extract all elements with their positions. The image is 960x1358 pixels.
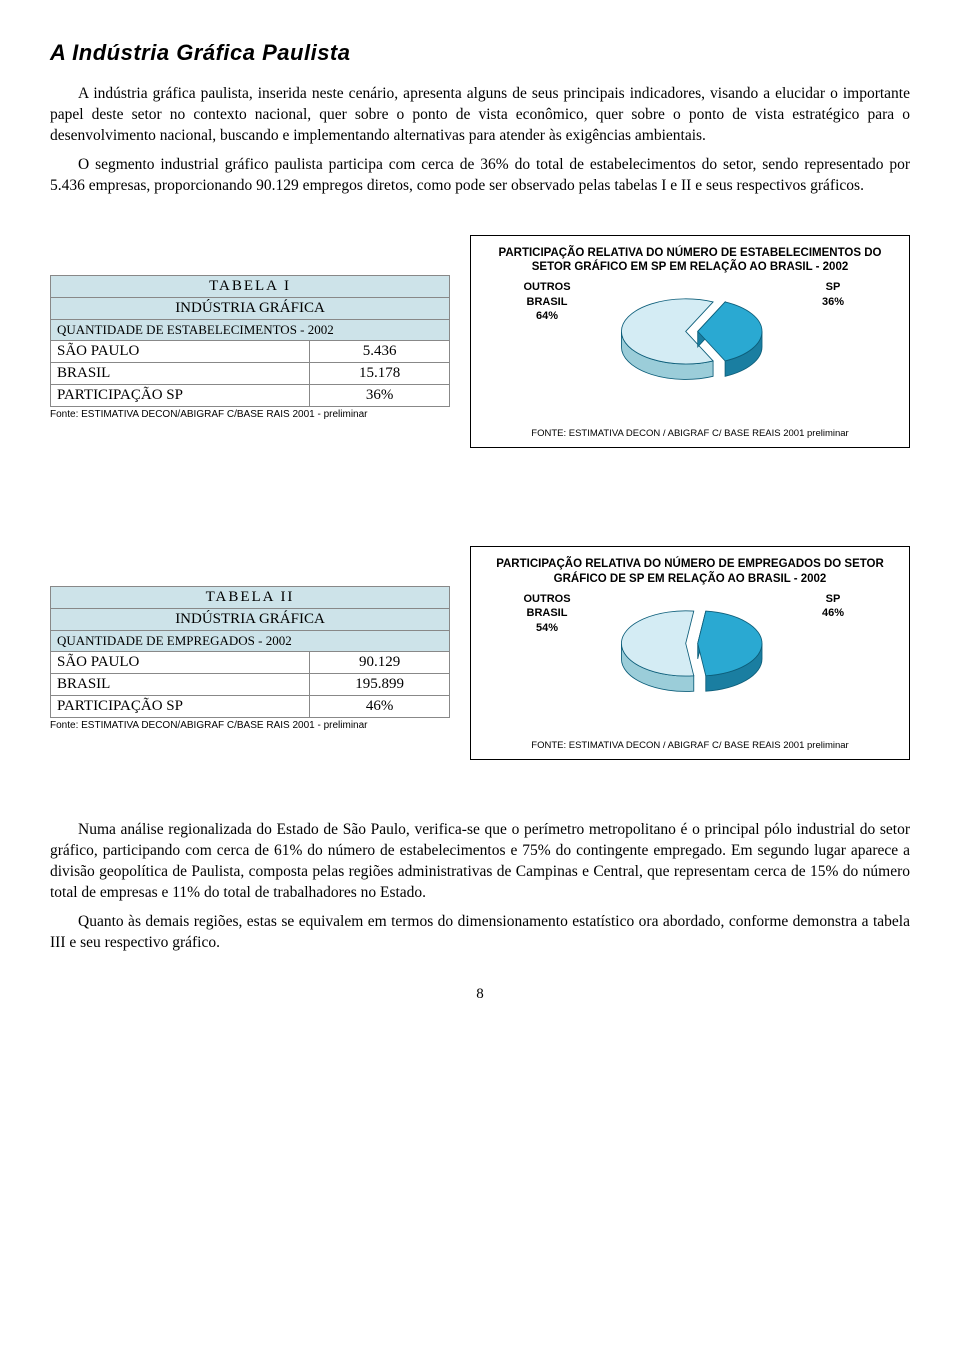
tabela2-row-label: SÃO PAULO bbox=[51, 652, 310, 674]
chart1-right-label: SP 36% bbox=[798, 280, 868, 309]
chart1-fonte: FONTE: ESTIMATIVA DECON / ABIGRAF C/ BAS… bbox=[485, 428, 895, 439]
pie-chart-icon bbox=[600, 280, 780, 400]
chart2-right-text: SP bbox=[826, 593, 841, 605]
chart1-left-text: OUTROS BRASIL bbox=[523, 281, 570, 307]
page-title: A Indústria Gráfica Paulista bbox=[50, 40, 910, 66]
tabela1-row-label: PARTICIPAÇÃO SP bbox=[51, 384, 310, 406]
chart2-fonte: FONTE: ESTIMATIVA DECON / ABIGRAF C/ BAS… bbox=[485, 740, 895, 751]
tabela2-fonte: Fonte: ESTIMATIVA DECON/ABIGRAF C/BASE R… bbox=[50, 720, 450, 731]
tabela2-row-label: PARTICIPAÇÃO SP bbox=[51, 696, 310, 718]
tabela1-name: TABELA I bbox=[51, 275, 450, 297]
tabela2-desc: QUANTIDADE DE EMPREGADOS - 2002 bbox=[51, 631, 450, 652]
chart2-title: PARTICIPAÇÃO RELATIVA DO NÚMERO DE EMPRE… bbox=[485, 557, 895, 586]
paragraph-1: A indústria gráfica paulista, inserida n… bbox=[50, 84, 910, 147]
chart1-pie bbox=[600, 280, 780, 400]
tabela1-row-label: SÃO PAULO bbox=[51, 340, 310, 362]
tabela2-row-value: 90.129 bbox=[310, 652, 450, 674]
chart2-left-text: OUTROS BRASIL bbox=[523, 593, 570, 619]
paragraph-3: Numa análise regionalizada do Estado de … bbox=[50, 820, 910, 904]
tabela1-row-label: BRASIL bbox=[51, 362, 310, 384]
tabela1-desc: QUANTIDADE DE ESTABELECIMENTOS - 2002 bbox=[51, 319, 450, 340]
chart2-right-pct: 46% bbox=[822, 607, 844, 619]
chart1-right-text: SP bbox=[826, 281, 841, 293]
tabela1-row-value: 36% bbox=[310, 384, 450, 406]
tabela2: TABELA II INDÚSTRIA GRÁFICA QUANTIDADE D… bbox=[50, 586, 450, 718]
chart2-pie bbox=[600, 592, 780, 712]
chart2-right-label: SP 46% bbox=[798, 592, 868, 621]
tabela1-row-value: 15.178 bbox=[310, 362, 450, 384]
chart1-left-label: OUTROS BRASIL 64% bbox=[512, 280, 582, 323]
tabela1-row-value: 5.436 bbox=[310, 340, 450, 362]
chart2-left-pct: 54% bbox=[536, 622, 558, 634]
tabela2-row-value: 195.899 bbox=[310, 674, 450, 696]
chart1-left-pct: 64% bbox=[536, 310, 558, 322]
tabela2-name: TABELA II bbox=[51, 587, 450, 609]
tabela2-row-label: BRASIL bbox=[51, 674, 310, 696]
chart2-left-label: OUTROS BRASIL 54% bbox=[512, 592, 582, 635]
tabela1-subtitle: INDÚSTRIA GRÁFICA bbox=[51, 297, 450, 319]
tabela1: TABELA I INDÚSTRIA GRÁFICA QUANTIDADE DE… bbox=[50, 275, 450, 407]
tabela2-subtitle: INDÚSTRIA GRÁFICA bbox=[51, 609, 450, 631]
chart1-box: PARTICIPAÇÃO RELATIVA DO NÚMERO DE ESTAB… bbox=[470, 235, 910, 449]
section-tabela1: TABELA I INDÚSTRIA GRÁFICA QUANTIDADE DE… bbox=[50, 235, 910, 449]
paragraph-4: Quanto às demais regiões, estas se equiv… bbox=[50, 912, 910, 954]
tabela2-row-value: 46% bbox=[310, 696, 450, 718]
chart2-box: PARTICIPAÇÃO RELATIVA DO NÚMERO DE EMPRE… bbox=[470, 546, 910, 760]
paragraph-2: O segmento industrial gráfico paulista p… bbox=[50, 155, 910, 197]
chart1-title: PARTICIPAÇÃO RELATIVA DO NÚMERO DE ESTAB… bbox=[485, 246, 895, 275]
section-tabela2: TABELA II INDÚSTRIA GRÁFICA QUANTIDADE D… bbox=[50, 546, 910, 760]
chart1-right-pct: 36% bbox=[822, 296, 844, 308]
tabela1-wrap: TABELA I INDÚSTRIA GRÁFICA QUANTIDADE DE… bbox=[50, 275, 450, 420]
tabela2-wrap: TABELA II INDÚSTRIA GRÁFICA QUANTIDADE D… bbox=[50, 586, 450, 731]
tabela1-fonte: Fonte: ESTIMATIVA DECON/ABIGRAF C/BASE R… bbox=[50, 409, 450, 420]
page-number: 8 bbox=[50, 986, 910, 1003]
pie-chart-icon bbox=[600, 592, 780, 712]
